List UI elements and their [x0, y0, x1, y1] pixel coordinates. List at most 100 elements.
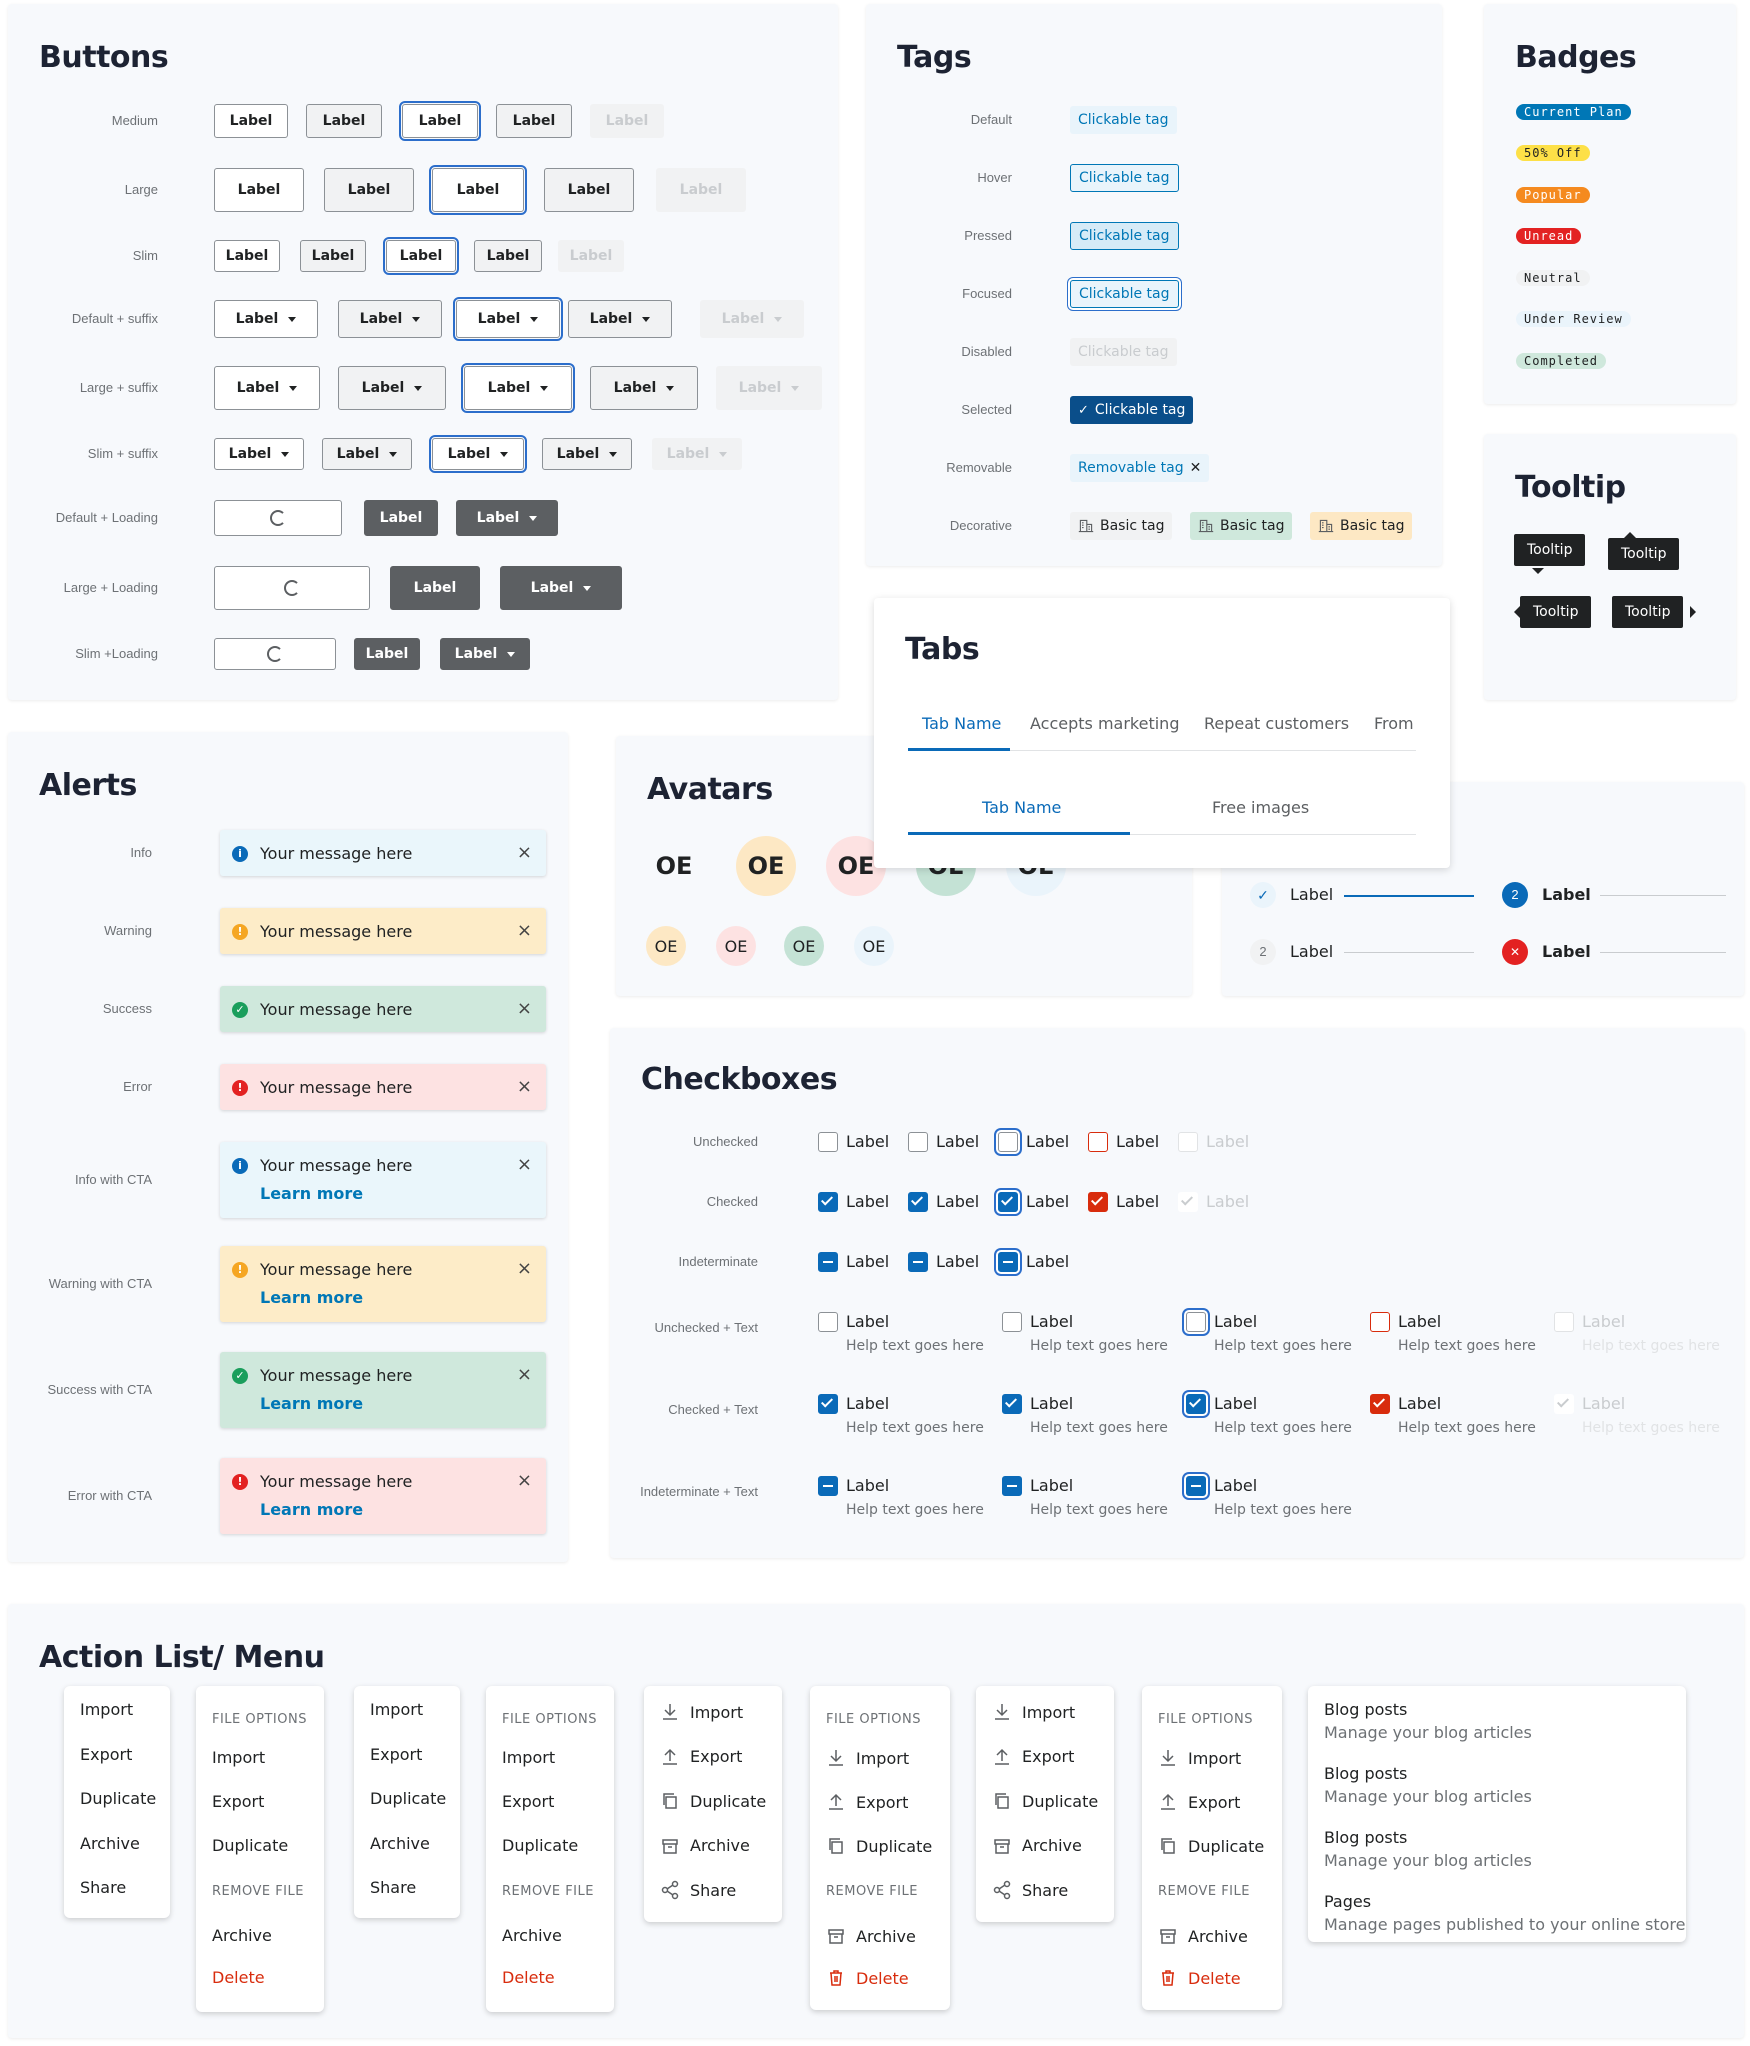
checkbox[interactable]: [818, 1192, 838, 1212]
label-button[interactable]: Label: [214, 300, 318, 338]
checkbox[interactable]: [1370, 1394, 1390, 1414]
label-button[interactable]: Label: [324, 168, 414, 212]
menu-item-archive[interactable]: Archive: [502, 1926, 562, 1945]
menu-item-duplicate[interactable]: Duplicate: [992, 1791, 1098, 1811]
tab-free-images[interactable]: Free images: [1212, 798, 1310, 817]
menu-item-duplicate[interactable]: Duplicate: [80, 1789, 156, 1808]
menu-item-with-description[interactable]: Pages Manage pages published to your onli…: [1324, 1892, 1686, 1934]
clickable-tag[interactable]: Clickable tag: [1070, 280, 1179, 308]
label-button[interactable]: Label: [354, 638, 420, 670]
menu-item-import[interactable]: Import: [370, 1700, 423, 1719]
tab-name[interactable]: Tab Name: [982, 798, 1062, 817]
checkbox[interactable]: [1002, 1476, 1022, 1496]
menu-item-export[interactable]: Export: [660, 1747, 742, 1767]
checkbox[interactable]: [998, 1132, 1018, 1152]
checkbox[interactable]: [998, 1192, 1018, 1212]
menu-item-export[interactable]: Export: [826, 1792, 908, 1812]
checkbox[interactable]: [1370, 1312, 1390, 1332]
label-button[interactable]: Label: [383, 237, 459, 275]
label-button[interactable]: Label: [542, 438, 632, 470]
checkbox[interactable]: [1088, 1132, 1108, 1152]
menu-item-archive[interactable]: Archive: [660, 1836, 750, 1856]
checkbox[interactable]: [1186, 1312, 1206, 1332]
checkbox[interactable]: [1088, 1192, 1108, 1212]
menu-item-archive[interactable]: Archive: [80, 1834, 140, 1853]
menu-item-export[interactable]: Export: [992, 1747, 1074, 1767]
menu-item-delete[interactable]: Delete: [212, 1968, 265, 1987]
clickable-tag[interactable]: Clickable tag: [1070, 222, 1179, 250]
label-button[interactable]: Label: [429, 165, 527, 215]
label-button[interactable]: Label: [214, 366, 320, 410]
label-button[interactable]: Label: [456, 500, 558, 536]
learn-more-link[interactable]: Learn more: [260, 1394, 364, 1413]
checkbox[interactable]: [818, 1252, 838, 1272]
menu-item-duplicate[interactable]: Duplicate: [660, 1791, 766, 1811]
menu-item-with-description[interactable]: Blog posts Manage your blog articles: [1324, 1828, 1532, 1870]
checkbox[interactable]: [818, 1132, 838, 1152]
close-icon[interactable]: ×: [516, 1470, 532, 1491]
menu-item-with-description[interactable]: Blog posts Manage your blog articles: [1324, 1764, 1532, 1806]
menu-item-delete[interactable]: Delete: [1158, 1968, 1241, 1988]
menu-item-import[interactable]: Import: [1158, 1748, 1241, 1768]
loading-button[interactable]: [214, 500, 342, 536]
checkbox[interactable]: [908, 1132, 928, 1152]
menu-item-duplicate[interactable]: Duplicate: [370, 1789, 446, 1808]
menu-item-export[interactable]: Export: [212, 1792, 264, 1811]
tab-repeat-customers[interactable]: Repeat customers: [1204, 714, 1350, 733]
tab-name[interactable]: Tab Name: [922, 714, 1002, 733]
menu-item-duplicate[interactable]: Duplicate: [502, 1836, 578, 1855]
loading-button[interactable]: [214, 638, 336, 670]
checkbox[interactable]: [818, 1476, 838, 1496]
close-icon[interactable]: ×: [516, 842, 532, 863]
label-button[interactable]: Label: [322, 438, 412, 470]
learn-more-link[interactable]: Learn more: [260, 1500, 364, 1519]
menu-item-share[interactable]: Share: [660, 1880, 736, 1900]
menu-item-share[interactable]: Share: [992, 1880, 1068, 1900]
checkbox[interactable]: [908, 1252, 928, 1272]
close-icon[interactable]: ×: [516, 1258, 532, 1279]
menu-item-export[interactable]: Export: [370, 1745, 422, 1764]
loading-button[interactable]: [214, 566, 370, 610]
checkbox[interactable]: [1186, 1476, 1206, 1496]
close-icon[interactable]: ×: [516, 1364, 532, 1385]
clickable-tag[interactable]: ✓ Clickable tag: [1070, 396, 1194, 424]
menu-item-export[interactable]: Export: [1158, 1792, 1240, 1812]
menu-item-archive[interactable]: Archive: [992, 1836, 1082, 1856]
menu-item-archive[interactable]: Archive: [212, 1926, 272, 1945]
label-button[interactable]: Label: [364, 500, 438, 536]
label-button[interactable]: Label: [474, 240, 542, 272]
label-button[interactable]: Label: [214, 104, 288, 138]
label-button[interactable]: Label: [214, 168, 304, 212]
checkbox[interactable]: [1002, 1312, 1022, 1332]
menu-item-import[interactable]: Import: [660, 1702, 743, 1722]
checkbox[interactable]: [818, 1312, 838, 1332]
clickable-tag[interactable]: Clickable tag: [1070, 164, 1179, 192]
label-button[interactable]: Label: [590, 366, 698, 410]
menu-item-delete[interactable]: Delete: [826, 1968, 909, 1988]
menu-item-export[interactable]: Export: [80, 1745, 132, 1764]
label-button[interactable]: Label: [214, 438, 304, 470]
label-button[interactable]: Label: [399, 101, 481, 141]
checkbox[interactable]: [1002, 1394, 1022, 1414]
close-icon[interactable]: ×: [516, 1154, 532, 1175]
checkbox[interactable]: [908, 1192, 928, 1212]
label-button[interactable]: Label: [440, 638, 530, 670]
label-button[interactable]: Label: [338, 300, 442, 338]
label-button[interactable]: Label: [429, 435, 527, 473]
label-button[interactable]: Label: [338, 366, 446, 410]
menu-item-duplicate[interactable]: Duplicate: [212, 1836, 288, 1855]
label-button[interactable]: Label: [461, 363, 575, 413]
label-button[interactable]: Label: [306, 104, 382, 138]
label-button[interactable]: Label: [496, 104, 572, 138]
tab-accepts-marketing[interactable]: Accepts marketing: [1030, 714, 1180, 733]
menu-item-share[interactable]: Share: [370, 1878, 416, 1897]
label-button[interactable]: Label: [390, 566, 480, 610]
close-icon[interactable]: ✕: [1189, 460, 1202, 476]
menu-item-duplicate[interactable]: Duplicate: [1158, 1836, 1264, 1856]
learn-more-link[interactable]: Learn more: [260, 1288, 364, 1307]
menu-item-import[interactable]: Import: [502, 1748, 555, 1767]
menu-item-delete[interactable]: Delete: [502, 1968, 555, 1987]
menu-item-with-description[interactable]: Blog posts Manage your blog articles: [1324, 1700, 1532, 1742]
menu-item-export[interactable]: Export: [502, 1792, 554, 1811]
close-icon[interactable]: ×: [516, 1076, 532, 1097]
